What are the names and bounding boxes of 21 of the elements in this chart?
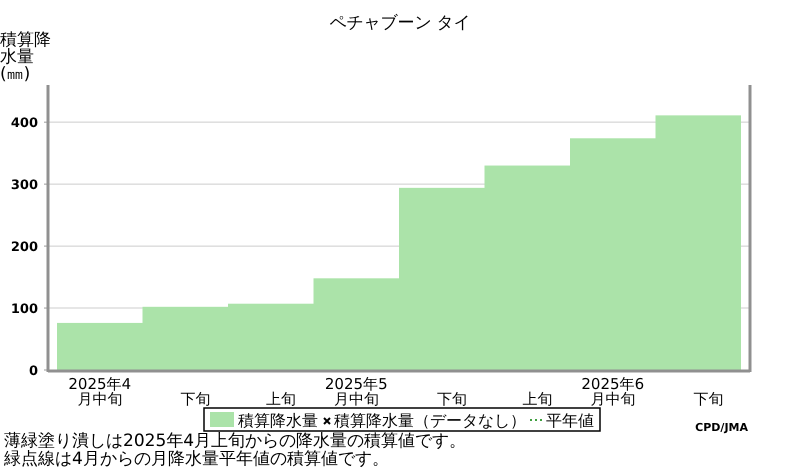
y-tick-label: 200 [10,240,38,256]
chart-title: ペチャブーン タイ [329,13,471,33]
y-tick-label: 0 [28,364,38,379]
text: 緑点線は4月からの月降水量平年値の積算値です。 [3,449,389,469]
y-axis-title: 積算降水量(㎜) [0,30,52,84]
x-tick-label: 2025年5月中旬 [324,375,389,408]
legend-label: 積算降水量（データなし） [334,411,526,430]
x-tick-label: 下旬 [436,390,468,408]
x-tick-label: 下旬 [692,390,724,408]
y-tick-label: 400 [10,116,38,132]
y-tick-label: 300 [10,178,38,194]
x-tick-label: 2025年4月中旬 [67,375,132,408]
x-tick-label: 下旬 [179,390,212,408]
legend-label: 平年値 [546,411,594,430]
x-tick-label: 2025年6月中旬 [580,375,646,408]
legend-label: 積算降水量 [238,411,318,430]
x-tick-label: 上旬 [521,390,554,408]
y-tick-label: 100 [10,302,38,318]
text: CPD/JMA [695,421,748,434]
x-tick-label: 上旬 [264,390,297,408]
text: 薄緑塗り潰しは2025年4月上旬からの降水量の積算値です。 [4,431,466,451]
